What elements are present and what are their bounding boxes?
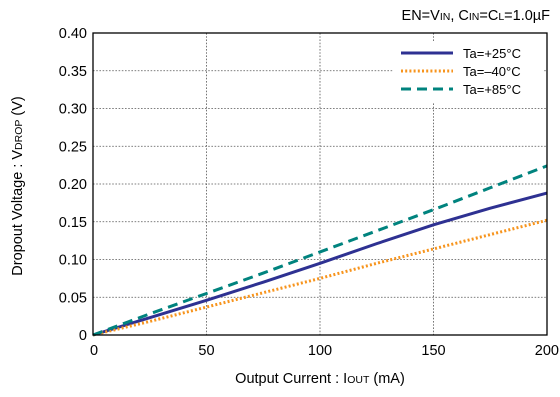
legend-label-3: Ta=+85°C <box>463 82 521 97</box>
y-tick-label: 0.40 <box>59 26 87 42</box>
legend-label-2: Ta=–40°C <box>463 64 521 79</box>
condition-cl: =C <box>479 8 499 24</box>
condition-value: =1.0µF <box>504 8 550 24</box>
series-line-1 <box>92 191 548 337</box>
x-axis-label-text: Output Current : I <box>235 371 348 387</box>
condition-cl-sub: L <box>498 11 505 23</box>
x-tick-label: 150 <box>421 343 445 359</box>
x-axis-label: Output Current : IOUT (mA) <box>93 371 547 387</box>
y-tick-label: 0 <box>79 328 87 344</box>
condition-en: EN=V <box>401 8 440 24</box>
y-axis-label-text: Dropout Voltage : V <box>10 149 26 276</box>
x-tick-labels: 0 50 100 150 200 <box>90 343 559 359</box>
condition-en-sub: IN <box>439 11 451 23</box>
y-tick-label: 0.25 <box>59 139 87 155</box>
legend: Ta=+25°C Ta=–40°C Ta=+85°C <box>393 41 543 103</box>
x-axis-label-unit: (mA) <box>369 371 405 387</box>
legend-label-1: Ta=+25°C <box>463 46 521 61</box>
x-tick-label: 0 <box>90 343 98 359</box>
y-tick-label: 0.15 <box>59 215 87 231</box>
condition-cin-sub: IN <box>468 11 480 23</box>
y-tick-label: 0.10 <box>59 253 87 269</box>
y-tick-label: 0.20 <box>59 177 87 193</box>
x-tick-label: 100 <box>308 343 332 359</box>
condition-cin: , C <box>450 8 469 24</box>
y-tick-labels: 0 0.05 0.10 0.15 0.20 0.25 0.30 0.35 0.40 <box>59 26 87 344</box>
x-axis-label-sub: OUT <box>347 374 370 386</box>
y-axis-label-unit: (V) <box>10 96 26 120</box>
plot-frame <box>92 32 548 336</box>
y-tick-label: 0.35 <box>59 64 87 80</box>
x-tick-label: 200 <box>535 343 559 359</box>
x-tick-label: 50 <box>198 343 214 359</box>
series-layer <box>92 164 548 337</box>
y-tick-label: 0.05 <box>59 290 87 306</box>
series-line-3 <box>92 164 548 337</box>
measurement-condition: EN=VIN, CIN=CL=1.0µF <box>402 8 550 24</box>
y-axis-label-sub: DROP <box>13 119 25 150</box>
y-tick-label: 0.30 <box>59 102 87 118</box>
y-axis-label: Dropout Voltage : VDROP (V) <box>10 96 26 275</box>
